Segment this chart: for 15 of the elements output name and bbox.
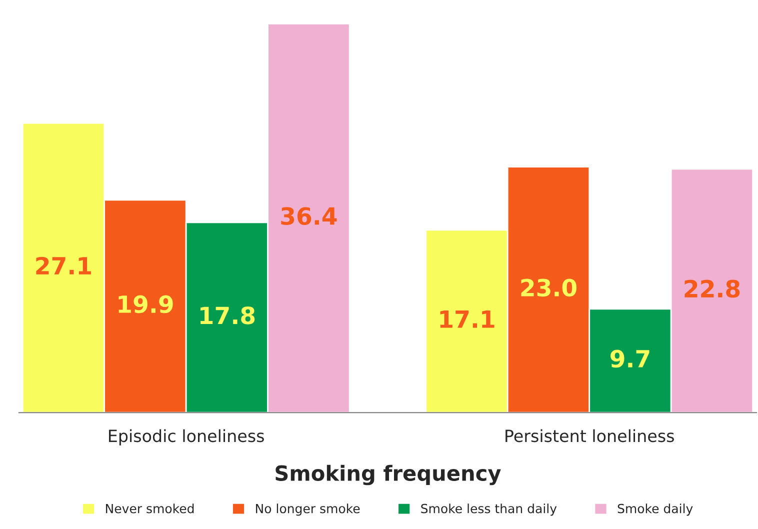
- legend-label: No longer smoke: [256, 504, 360, 516]
- x-axis-title: Smoking frequency: [276, 464, 501, 486]
- data-label: 23.0: [521, 278, 576, 297]
- legend-label: Smoke daily: [618, 504, 693, 516]
- legend-label: Smoke less than daily: [421, 504, 557, 516]
- data-label: 22.8: [684, 280, 740, 298]
- data-label: 17.8: [200, 306, 255, 324]
- data-label: 9.7: [610, 350, 650, 368]
- data-label: 19.9: [118, 295, 173, 314]
- data-label: 36.4: [281, 207, 337, 225]
- x-tick-label: Episodic loneliness: [109, 429, 264, 446]
- legend-label: Never smoked: [106, 504, 194, 514]
- x-tick-label: Persistent loneliness: [506, 429, 674, 442]
- data-label: 17.1: [440, 310, 494, 328]
- data-label: 27.1: [36, 256, 91, 274]
